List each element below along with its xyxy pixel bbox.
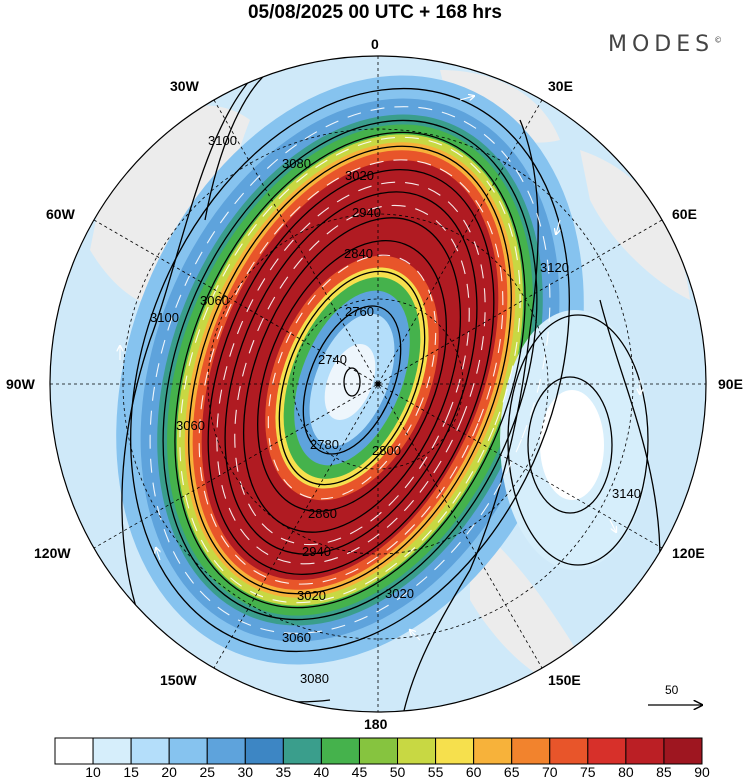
land-africa	[440, 70, 560, 143]
colorbar-tick-label: 25	[199, 764, 216, 780]
colorbar-swatch	[435, 737, 475, 765]
lon-label-0: 0	[371, 36, 379, 52]
contour-label: 3120	[540, 260, 569, 275]
wind-vectors	[76, 47, 640, 641]
lon-label-120w: 120W	[34, 545, 71, 561]
contour-label: 2740	[318, 352, 347, 367]
colorbar-tick-label: 85	[656, 764, 672, 780]
colorbar-tick-label: 60	[465, 764, 482, 780]
colorbar-swatch	[130, 737, 170, 765]
colorbar-swatch	[320, 737, 360, 765]
colorbar-tick-label: 15	[123, 764, 139, 780]
colorbar-swatch	[244, 737, 284, 765]
colorbar-swatch	[397, 737, 437, 765]
land-australia	[470, 520, 600, 692]
contour-label: 3020	[297, 588, 326, 603]
lon-label-60w: 60W	[46, 206, 75, 222]
contour-label: 2860	[308, 506, 337, 521]
contour-label: 3080	[282, 156, 311, 171]
colorbar-swatch	[168, 737, 208, 765]
colorbar-tick-label: 55	[427, 764, 444, 780]
contour-label: 2940	[302, 544, 331, 559]
wind-speed-field	[50, 47, 706, 712]
lon-label-30w: 30W	[170, 78, 199, 94]
south-pole-marker	[375, 381, 381, 387]
colorbar-tick-label: 90	[694, 764, 710, 780]
contour-label: 3140	[612, 486, 641, 501]
land-indian-ocean-islands	[580, 150, 690, 300]
brand-logo: MODES©	[608, 32, 723, 57]
lon-label-30e: 30E	[548, 78, 573, 94]
colorbar-tick-label: 70	[541, 764, 558, 780]
lon-label-180: 180	[364, 716, 388, 732]
colorbar-swatch	[92, 737, 132, 765]
colorbar-tick-label: 10	[85, 764, 101, 780]
lon-label-120e: 120E	[672, 545, 705, 561]
colorbar-swatch	[625, 737, 665, 765]
colorbar-tick-label: 80	[618, 764, 634, 780]
contour-label: 3060	[200, 293, 229, 308]
colorbar-swatch	[206, 737, 246, 765]
colorbar-tick-label: 50	[389, 764, 406, 780]
graticule	[50, 56, 706, 712]
speed-band-calm	[324, 344, 376, 420]
contour-label: 3060	[176, 418, 205, 433]
lon-label-60e: 60E	[672, 206, 697, 222]
contour-label: 2760	[345, 304, 374, 319]
colorbar-swatch	[358, 737, 399, 765]
contour-label: 3060	[282, 630, 311, 645]
contour-label: 2780	[310, 437, 339, 452]
colorbar-tick-label: 20	[161, 764, 177, 780]
colorbar-tick-label: 40	[313, 764, 330, 780]
contour-label: 2800	[372, 443, 401, 458]
lon-label-150e: 150E	[548, 672, 581, 688]
contour-label: 2840	[344, 246, 373, 261]
colorbar-swatch	[473, 737, 513, 765]
lon-label-90w: 90W	[6, 376, 35, 392]
colorbar-tick-label: 35	[275, 764, 292, 780]
contour-label: 3020	[345, 168, 374, 183]
colorbar-swatch	[511, 737, 551, 765]
contour-label: 3100	[150, 310, 179, 325]
map-title: 05/08/2025 00 UTC + 168 hrs	[247, 2, 503, 23]
colorbar-tick-label: 45	[351, 764, 368, 780]
colorbar-tick-label: 75	[580, 764, 596, 780]
colorbar-swatch	[587, 737, 627, 765]
colorbar-swatch	[54, 737, 94, 765]
contour-label: 2940	[352, 205, 381, 220]
contour-label: 3080	[300, 671, 329, 686]
colorbar-tick-label: 65	[503, 764, 520, 780]
contour-labels: 3100 3080 3020 2940 2840 2760 2740 2780 …	[150, 133, 641, 686]
colorbar-swatch	[663, 737, 703, 765]
lon-label-90e: 90E	[718, 376, 743, 392]
contour-label: 3100	[208, 133, 237, 148]
contour-label: 3020	[385, 586, 414, 601]
colorbar-swatch	[549, 737, 589, 765]
colorbar	[54, 737, 703, 765]
map-boundary	[49, 55, 707, 713]
colorbar-swatch	[282, 737, 322, 765]
calm-core-east	[540, 390, 604, 500]
lon-label-150w: 150W	[160, 672, 197, 688]
reference-vector-label: 50	[665, 683, 679, 697]
colorbar-tick-label: 30	[237, 764, 254, 780]
